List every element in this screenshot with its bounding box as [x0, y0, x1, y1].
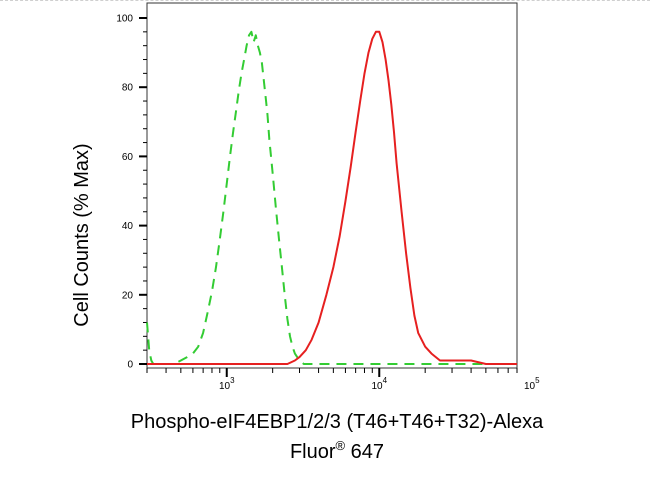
- y-tick-label: 0: [127, 360, 133, 371]
- registered-mark: ®: [336, 438, 346, 453]
- y-axis-title: Cell Counts (% Max): [71, 143, 93, 326]
- x-tick-label: 105: [524, 376, 540, 392]
- plot-frame: [146, 2, 518, 369]
- top-dashed-border: [0, 0, 650, 1]
- x-tick-base: 10: [371, 381, 383, 392]
- x-tick-exponent: 3: [230, 376, 235, 385]
- y-tick-label: 100: [116, 14, 133, 25]
- y-tick-label: 80: [122, 83, 134, 94]
- x-tick-base: 10: [524, 381, 536, 392]
- y-tick-label: 20: [122, 290, 134, 301]
- y-tick-label: 60: [122, 152, 134, 163]
- series-line-1: [147, 30, 517, 365]
- x-tick-label: 104: [371, 376, 387, 392]
- x-axis-title-line2-prefix: Fluor: [290, 441, 336, 463]
- x-tick-base: 10: [219, 381, 231, 392]
- x-tick-exponent: 4: [383, 376, 388, 385]
- x-axis-title-line2-suffix: 647: [345, 441, 384, 463]
- x-axis-title-line2: Fluor® 647: [290, 438, 384, 463]
- y-tick-label: 40: [122, 221, 134, 232]
- y-axis: 0 20 40 60 80 100: [116, 14, 147, 371]
- x-axis-title-line1: Phospho-eIF4EBP1/2/3 (T46+T46+T32)-Alexa: [131, 411, 544, 433]
- x-tick-exponent: 5: [535, 376, 540, 385]
- x-tick-label: 103: [219, 376, 235, 392]
- series-line-0: [146, 30, 517, 365]
- series-layer: [146, 30, 517, 365]
